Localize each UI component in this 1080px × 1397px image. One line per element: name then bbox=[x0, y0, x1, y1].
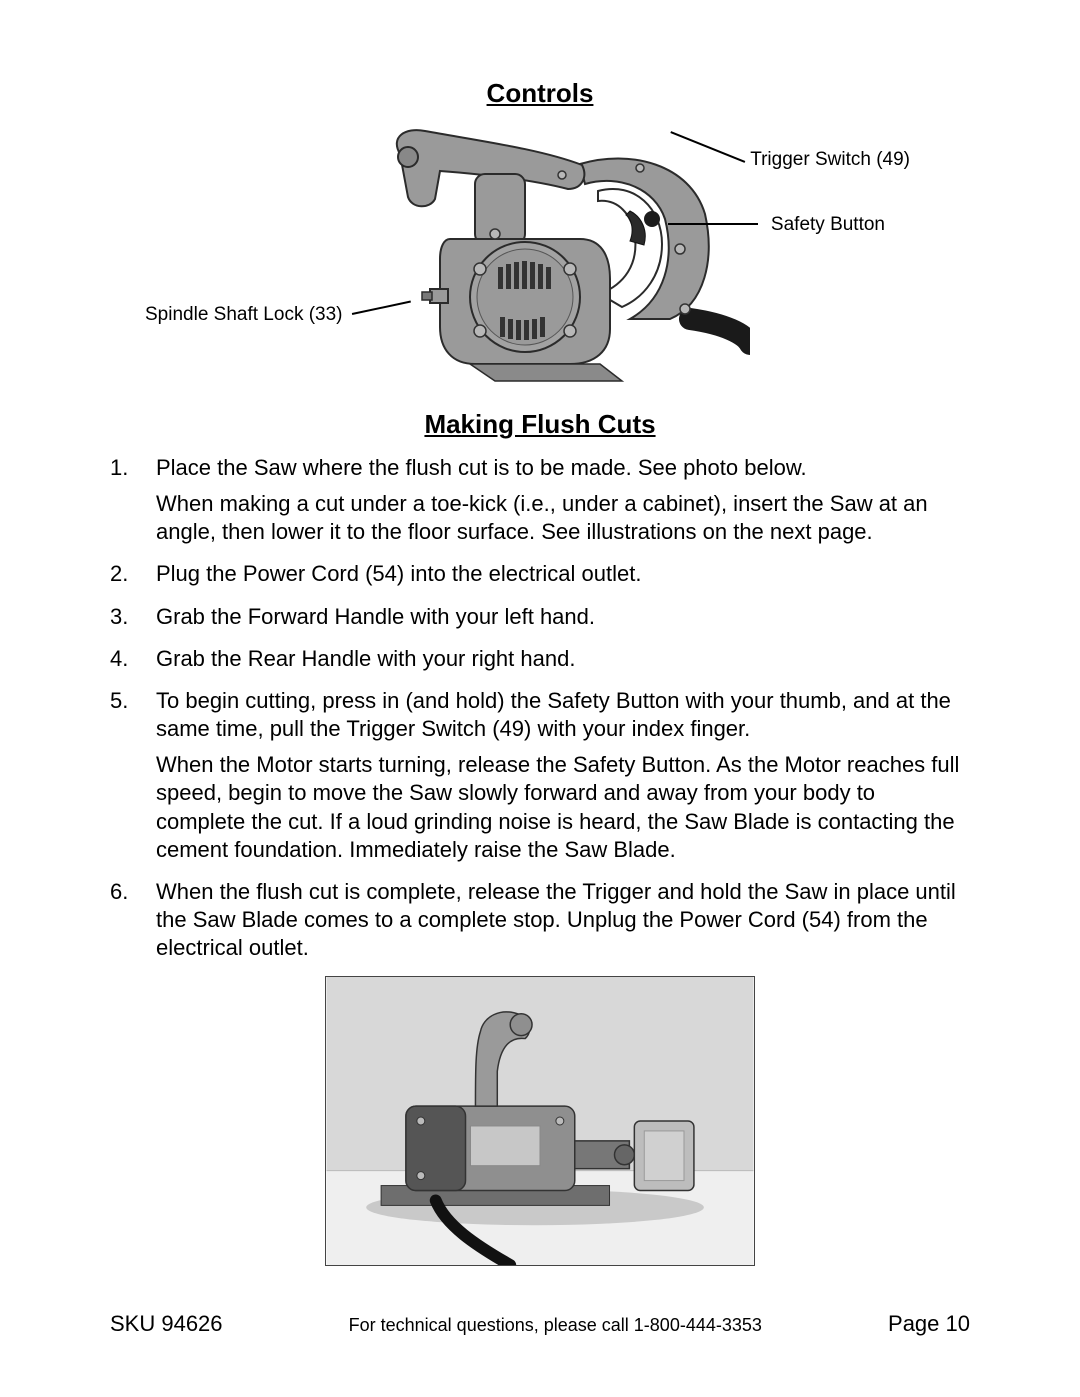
step-number: 3. bbox=[110, 603, 156, 631]
step-2: 2. Plug the Power Cord (54) into the ele… bbox=[110, 560, 970, 588]
step-text: Plug the Power Cord (54) into the electr… bbox=[156, 560, 970, 588]
saw-illustration bbox=[330, 119, 750, 389]
step-5: 5. To begin cutting, press in (and hold)… bbox=[110, 687, 970, 864]
footer-support: For technical questions, please call 1-8… bbox=[349, 1315, 762, 1336]
leader-safety bbox=[668, 223, 758, 225]
step-1: 1. Place the Saw where the flush cut is … bbox=[110, 454, 970, 546]
controls-diagram: Trigger Switch (49) Safety Button Spindl… bbox=[110, 119, 970, 399]
instruction-list: 1. Place the Saw where the flush cut is … bbox=[110, 454, 970, 962]
step-text: When the flush cut is complete, release … bbox=[156, 878, 970, 962]
step-number: 4. bbox=[110, 645, 156, 673]
footer-page: Page 10 bbox=[888, 1311, 970, 1337]
saw-photo bbox=[325, 976, 755, 1266]
callout-trigger-switch: Trigger Switch (49) bbox=[750, 149, 910, 171]
step-number: 5. bbox=[110, 687, 156, 864]
step-3: 3. Grab the Forward Handle with your lef… bbox=[110, 603, 970, 631]
manual-page: Controls bbox=[0, 0, 1080, 1397]
page-footer: SKU 94626 For technical questions, pleas… bbox=[110, 1311, 970, 1337]
step-text: Place the Saw where the flush cut is to … bbox=[156, 454, 970, 482]
step-4: 4. Grab the Rear Handle with your right … bbox=[110, 645, 970, 673]
flush-cut-photo bbox=[110, 976, 970, 1271]
step-number: 2. bbox=[110, 560, 156, 588]
step-text: Grab the Rear Handle with your right han… bbox=[156, 645, 970, 673]
step-text: When the Motor starts turning, release t… bbox=[156, 751, 970, 864]
flush-cuts-heading: Making Flush Cuts bbox=[110, 409, 970, 440]
step-number: 1. bbox=[110, 454, 156, 546]
callout-spindle-lock: Spindle Shaft Lock (33) bbox=[145, 304, 343, 326]
step-text: When making a cut under a toe-kick (i.e.… bbox=[156, 490, 970, 546]
controls-heading: Controls bbox=[110, 78, 970, 109]
callout-safety-button: Safety Button bbox=[771, 214, 885, 236]
footer-sku: SKU 94626 bbox=[110, 1311, 223, 1337]
step-number: 6. bbox=[110, 878, 156, 962]
step-text: To begin cutting, press in (and hold) th… bbox=[156, 687, 970, 743]
step-6: 6. When the flush cut is complete, relea… bbox=[110, 878, 970, 962]
step-text: Grab the Forward Handle with your left h… bbox=[156, 603, 970, 631]
